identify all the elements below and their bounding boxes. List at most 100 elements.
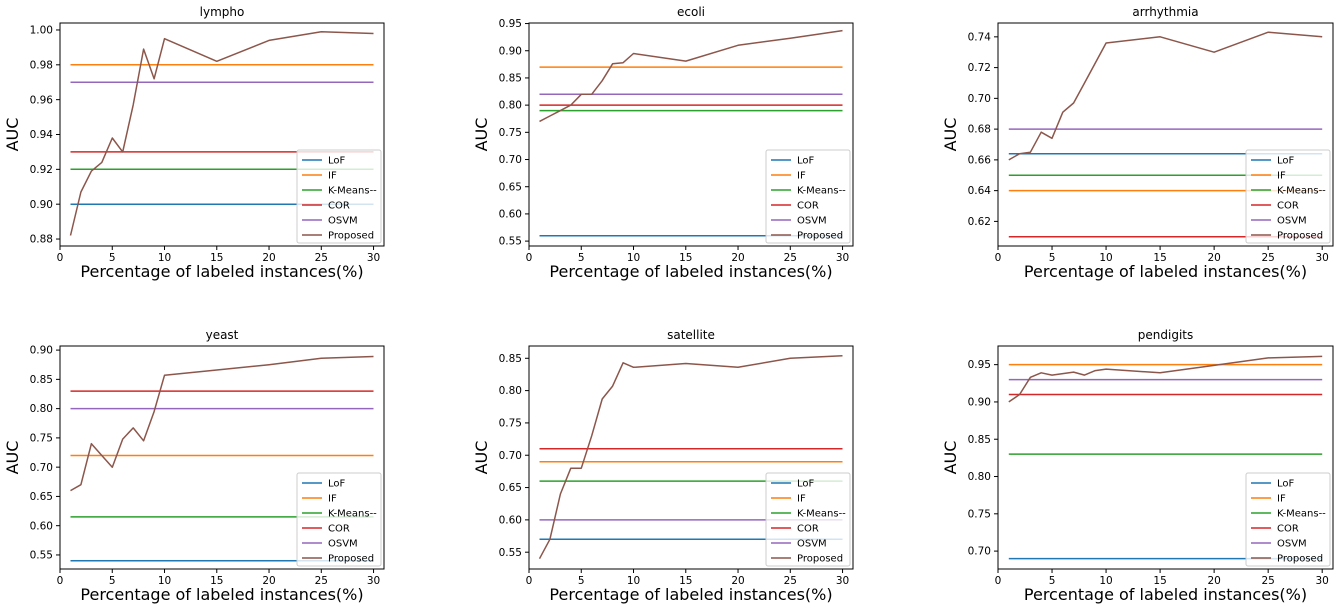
x-tick-label: 15	[679, 252, 692, 264]
legend-label: COR	[1277, 524, 1299, 535]
y-tick-label: 0.65	[499, 181, 522, 193]
x-tick-label: 0	[995, 252, 1002, 264]
y-tick-label: 0.65	[30, 491, 53, 503]
plot-frame	[997, 22, 1334, 247]
x-tick-label: 10	[627, 575, 640, 587]
legend-label: Proposed	[797, 231, 843, 242]
y-tick-label: 0.80	[499, 385, 522, 397]
plot-frame	[59, 22, 385, 247]
x-axis-label: Percentage of labeled instances(%)	[1024, 585, 1307, 604]
legend-label: Proposed	[328, 231, 374, 242]
legend-label: K-Means--	[797, 186, 846, 197]
legend-label: IF	[1277, 494, 1286, 505]
legend-label: K-Means--	[1277, 509, 1326, 520]
x-tick-label: 15	[679, 575, 692, 587]
x-tick-label: 20	[262, 575, 275, 587]
plot-frame	[528, 22, 854, 247]
y-tick-label: 0.90	[30, 345, 53, 357]
y-tick-label: 1.00	[30, 25, 53, 37]
y-tick-label: 0.90	[968, 397, 991, 409]
legend: LoF IF K-Means-- COR OSVM Proposed	[765, 149, 851, 244]
x-tick-label: 30	[367, 575, 380, 587]
legend: LoF IF K-Means-- COR OSVM Proposed	[296, 472, 382, 567]
y-tick-label: 0.85	[968, 434, 991, 446]
x-tick-label: 5	[1049, 575, 1056, 587]
x-tick-label: 5	[578, 252, 585, 264]
x-tick-label: 30	[836, 575, 849, 587]
x-tick-label: 20	[262, 252, 275, 264]
x-tick-label: 25	[784, 252, 797, 264]
legend-label: IF	[328, 494, 337, 505]
y-tick-label: 0.98	[30, 59, 53, 71]
y-axis-label: AUC	[941, 118, 960, 152]
y-tick-label: 0.62	[968, 216, 991, 228]
y-tick-label: 0.75	[968, 508, 991, 520]
y-tick-label: 0.85	[30, 374, 53, 386]
legend-label: IF	[328, 171, 337, 182]
legend: LoF IF K-Means-- COR OSVM Proposed	[296, 149, 382, 244]
y-axis-label: AUC	[3, 441, 22, 475]
x-tick-label: 25	[315, 252, 328, 264]
legend-label: OSVM	[1277, 216, 1307, 227]
series-line-proposed	[539, 29, 843, 123]
legend-label: OSVM	[797, 216, 827, 227]
chart-panel-yeast: yeast 0 5 10 15 20 25 30 0.55 0.60 0.65 0.70 0.75 0.8…	[3, 328, 385, 604]
x-tick-label: 0	[57, 252, 64, 264]
y-tick-label: 0.96	[30, 94, 54, 106]
x-tick-label: 25	[1261, 575, 1274, 587]
legend-label: K-Means--	[797, 509, 846, 520]
series-line-proposed	[70, 355, 374, 492]
y-tick-label: 0.70	[968, 93, 991, 105]
y-tick-label: 0.75	[499, 127, 522, 139]
x-tick-label: 10	[1099, 575, 1112, 587]
legend-label: LoF	[328, 479, 346, 490]
y-tick-label: 0.95	[968, 359, 991, 371]
y-tick-label: 0.55	[30, 550, 53, 562]
legend-label: COR	[328, 524, 350, 535]
x-tick-label: 15	[1153, 252, 1166, 264]
y-tick-label: 0.80	[30, 403, 53, 415]
legend: LoF IF K-Means-- COR OSVM Proposed	[1245, 472, 1331, 567]
legend-label: OSVM	[797, 539, 827, 550]
y-tick-label: 0.68	[968, 124, 991, 136]
x-tick-label: 25	[1261, 252, 1274, 264]
y-tick-label: 0.60	[499, 514, 522, 526]
series-line-proposed	[69, 30, 374, 236]
x-tick-label: 15	[210, 252, 223, 264]
legend-label: K-Means--	[328, 186, 377, 197]
legend-label: IF	[797, 171, 806, 182]
x-tick-label: 0	[57, 575, 64, 587]
x-tick-label: 0	[995, 575, 1002, 587]
y-tick-label: 0.74	[968, 31, 992, 43]
x-axis-label: Percentage of labeled instances(%)	[549, 262, 832, 281]
legend-label: Proposed	[797, 554, 843, 565]
x-tick-label: 15	[210, 575, 223, 587]
x-tick-label: 5	[578, 575, 585, 587]
y-axis-label: AUC	[941, 441, 960, 475]
x-tick-label: 10	[158, 575, 171, 587]
x-tick-label: 15	[1153, 575, 1166, 587]
legend-label: Proposed	[1277, 231, 1323, 242]
chart-title: arrhythmia	[1132, 5, 1198, 19]
x-tick-label: 30	[836, 252, 849, 264]
x-tick-label: 20	[1207, 252, 1220, 264]
x-tick-label: 10	[1099, 252, 1112, 264]
chart-title: ecoli	[677, 5, 705, 19]
legend-label: Proposed	[1277, 554, 1323, 565]
legend-label: IF	[797, 494, 806, 505]
y-tick-label: 0.55	[499, 547, 522, 559]
chart-title: lympho	[200, 5, 245, 19]
chart-title: satellite	[667, 328, 715, 342]
legend-label: COR	[797, 201, 819, 212]
y-tick-label: 0.66	[968, 154, 992, 166]
chart-panel-arrhythmia: arrhythmia 0 5 10 15 20 25 30 0.62 0.64 0.66 0.68 0.…	[941, 5, 1334, 281]
y-tick-label: 0.65	[499, 482, 522, 494]
y-tick-label: 0.75	[499, 418, 522, 430]
x-tick-label: 5	[109, 575, 116, 587]
legend-label: OSVM	[328, 216, 358, 227]
legend-label: COR	[1277, 201, 1299, 212]
legend-label: LoF	[797, 156, 815, 167]
series-line-proposed	[1008, 355, 1323, 403]
x-tick-label: 25	[784, 575, 797, 587]
